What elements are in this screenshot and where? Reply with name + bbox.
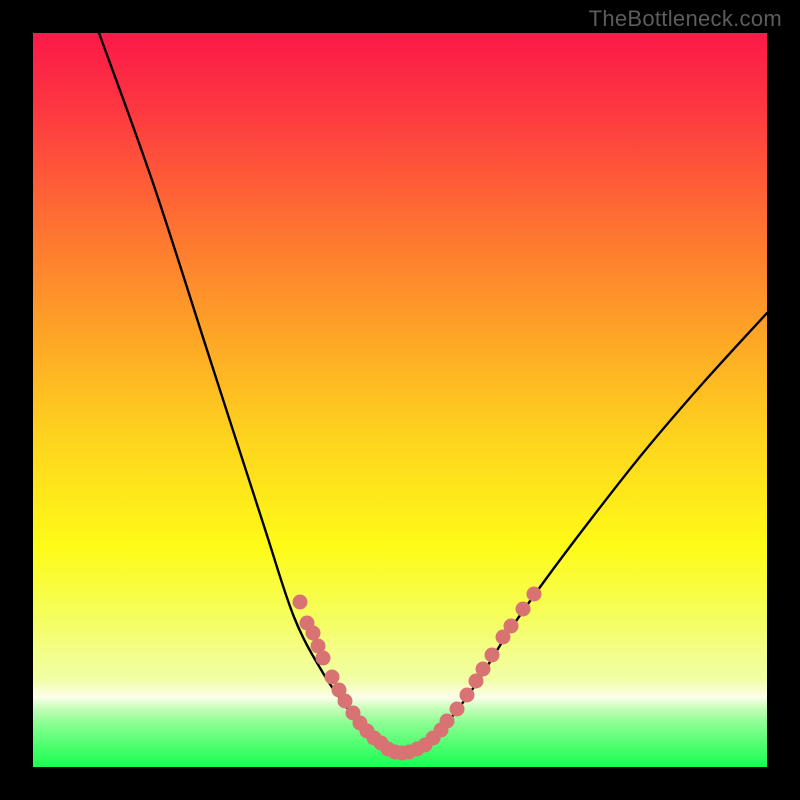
watermark-text: TheBottleneck.com [589,6,782,32]
chart-background [33,33,767,767]
